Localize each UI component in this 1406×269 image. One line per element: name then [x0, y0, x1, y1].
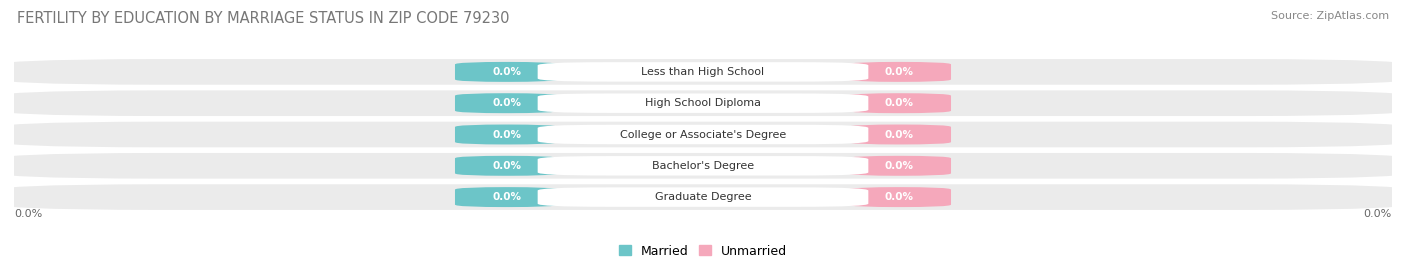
- Text: 0.0%: 0.0%: [492, 192, 522, 202]
- Text: 0.0%: 0.0%: [884, 67, 914, 77]
- FancyBboxPatch shape: [456, 62, 558, 82]
- Text: 0.0%: 0.0%: [492, 129, 522, 140]
- FancyBboxPatch shape: [0, 153, 1406, 179]
- FancyBboxPatch shape: [537, 62, 869, 82]
- FancyBboxPatch shape: [848, 156, 950, 176]
- FancyBboxPatch shape: [848, 125, 950, 144]
- Text: Graduate Degree: Graduate Degree: [655, 192, 751, 202]
- Text: Source: ZipAtlas.com: Source: ZipAtlas.com: [1271, 11, 1389, 21]
- FancyBboxPatch shape: [537, 187, 869, 207]
- FancyBboxPatch shape: [456, 156, 558, 176]
- FancyBboxPatch shape: [848, 187, 950, 207]
- Text: 0.0%: 0.0%: [1364, 209, 1392, 219]
- Text: FERTILITY BY EDUCATION BY MARRIAGE STATUS IN ZIP CODE 79230: FERTILITY BY EDUCATION BY MARRIAGE STATU…: [17, 11, 509, 26]
- Text: 0.0%: 0.0%: [884, 192, 914, 202]
- Text: 0.0%: 0.0%: [884, 161, 914, 171]
- Legend: Married, Unmarried: Married, Unmarried: [613, 239, 793, 263]
- FancyBboxPatch shape: [456, 93, 558, 113]
- Text: 0.0%: 0.0%: [492, 67, 522, 77]
- Text: College or Associate's Degree: College or Associate's Degree: [620, 129, 786, 140]
- FancyBboxPatch shape: [537, 156, 869, 175]
- FancyBboxPatch shape: [456, 187, 558, 207]
- Text: Bachelor's Degree: Bachelor's Degree: [652, 161, 754, 171]
- FancyBboxPatch shape: [848, 62, 950, 82]
- FancyBboxPatch shape: [0, 122, 1406, 147]
- Text: 0.0%: 0.0%: [884, 98, 914, 108]
- FancyBboxPatch shape: [456, 125, 558, 144]
- Text: 0.0%: 0.0%: [884, 129, 914, 140]
- Text: 0.0%: 0.0%: [492, 161, 522, 171]
- Text: High School Diploma: High School Diploma: [645, 98, 761, 108]
- FancyBboxPatch shape: [537, 94, 869, 113]
- FancyBboxPatch shape: [0, 59, 1406, 85]
- Text: 0.0%: 0.0%: [14, 209, 42, 219]
- FancyBboxPatch shape: [537, 125, 869, 144]
- Text: Less than High School: Less than High School: [641, 67, 765, 77]
- FancyBboxPatch shape: [0, 184, 1406, 210]
- FancyBboxPatch shape: [0, 90, 1406, 116]
- FancyBboxPatch shape: [848, 93, 950, 113]
- Text: 0.0%: 0.0%: [492, 98, 522, 108]
